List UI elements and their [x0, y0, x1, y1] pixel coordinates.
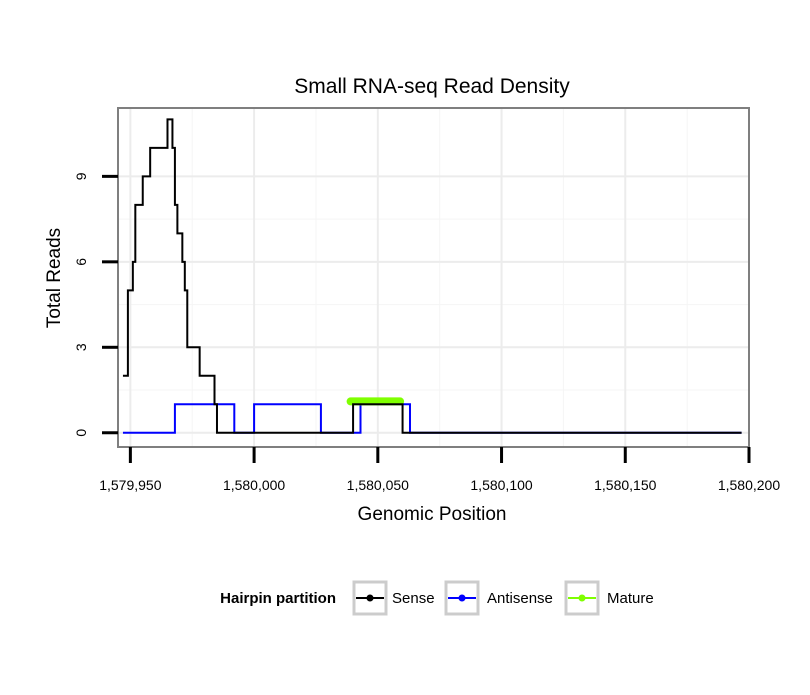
legend: Hairpin partition Sense Antisense Mature: [220, 580, 654, 616]
legend-label: Sense: [392, 590, 435, 607]
legend-key-dot: [578, 594, 586, 602]
x-tick-label: 1,580,200: [718, 477, 780, 493]
series-layer: [122, 118, 742, 434]
series-line-sense: [122, 118, 742, 434]
series-line-antisense: [122, 403, 742, 434]
plot-area: [117, 107, 750, 448]
legend-title: Hairpin partition: [220, 590, 336, 607]
y-tick-label: 0: [73, 429, 89, 437]
y-tick-label: 9: [73, 172, 89, 180]
grid-minor: [118, 108, 749, 447]
legend-label: Antisense: [487, 590, 553, 607]
x-tick-label: 1,579,950: [99, 477, 161, 493]
legend-label: Mature: [607, 590, 654, 607]
legend-item-mature: Mature: [564, 580, 654, 616]
y-tick-label: 3: [73, 343, 89, 351]
legend-key-dot: [458, 594, 466, 602]
x-tick-label: 1,580,050: [347, 477, 409, 493]
x-tick-label: 1,580,000: [223, 477, 285, 493]
legend-keys: Sense Antisense Mature: [352, 580, 654, 616]
plot-background: [118, 108, 749, 447]
x-tick-label: 1,580,150: [594, 477, 656, 493]
x-axis: 1,579,950 1,580,000 1,580,050 1,580,100 1,58…: [99, 447, 780, 493]
plot-border: [117, 107, 750, 448]
y-axis-label: Total Reads: [44, 228, 65, 328]
y-tick-label: 6: [73, 258, 89, 266]
legend-item-sense: Sense: [352, 580, 435, 616]
chart-title: Small RNA-seq Read Density: [294, 75, 570, 98]
x-tick-label: 1,580,100: [470, 477, 532, 493]
x-axis-label: Genomic Position: [358, 504, 507, 525]
legend-item-antisense: Antisense: [444, 580, 553, 616]
legend-key-dot: [366, 594, 374, 602]
y-axis: 0 3 6 9: [73, 172, 118, 437]
